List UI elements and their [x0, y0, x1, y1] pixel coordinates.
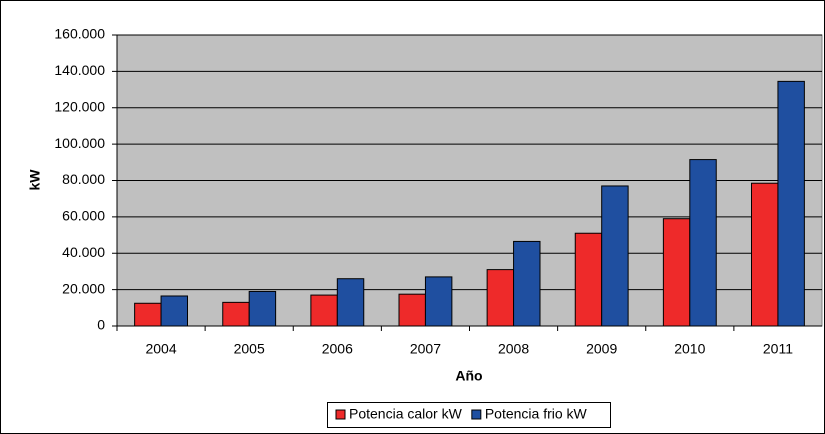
x-tick-label: 2011 — [763, 341, 793, 357]
y-tick-label: 100.000 — [54, 135, 105, 151]
bar — [222, 301, 250, 327]
bar — [248, 290, 277, 327]
bar — [424, 276, 453, 327]
x-tick-label: 2005 — [234, 341, 265, 357]
bar — [513, 240, 541, 327]
bar — [336, 278, 365, 327]
y-tick-label: 60.000 — [62, 208, 105, 224]
y-tick-label: 40.000 — [62, 244, 105, 260]
x-tick-label: 2004 — [145, 341, 176, 357]
legend-label: Potencia frio kW — [485, 406, 588, 422]
x-tick-label: 2007 — [410, 341, 441, 357]
bar — [777, 80, 805, 327]
x-tick-label: 2010 — [674, 341, 705, 357]
bar — [310, 294, 338, 327]
bar — [574, 232, 603, 327]
bar — [486, 269, 515, 327]
y-tick-label: 20.000 — [62, 280, 105, 296]
y-tick-label: 0 — [97, 317, 105, 333]
y-tick-label: 160.000 — [54, 26, 105, 42]
bar — [160, 295, 188, 327]
bar — [751, 182, 779, 327]
legend-label: Potencia calor kW — [349, 406, 463, 422]
x-tick-label: 2009 — [586, 341, 617, 357]
bar — [601, 185, 629, 327]
legend-box — [327, 402, 611, 428]
bar — [662, 218, 691, 327]
legend-swatch — [471, 409, 482, 420]
x-tick-label: 2008 — [498, 341, 529, 357]
y-tick-label: 140.000 — [54, 62, 105, 78]
x-tick-label: 2006 — [322, 341, 353, 357]
bar — [398, 293, 426, 327]
x-axis-label: Año — [455, 368, 482, 384]
bar — [134, 302, 162, 327]
y-tick-label: 80.000 — [62, 171, 105, 187]
legend-swatch — [335, 409, 346, 420]
bar — [689, 159, 717, 327]
y-axis-label: kW — [27, 169, 43, 191]
y-tick-label: 120.000 — [54, 98, 105, 114]
